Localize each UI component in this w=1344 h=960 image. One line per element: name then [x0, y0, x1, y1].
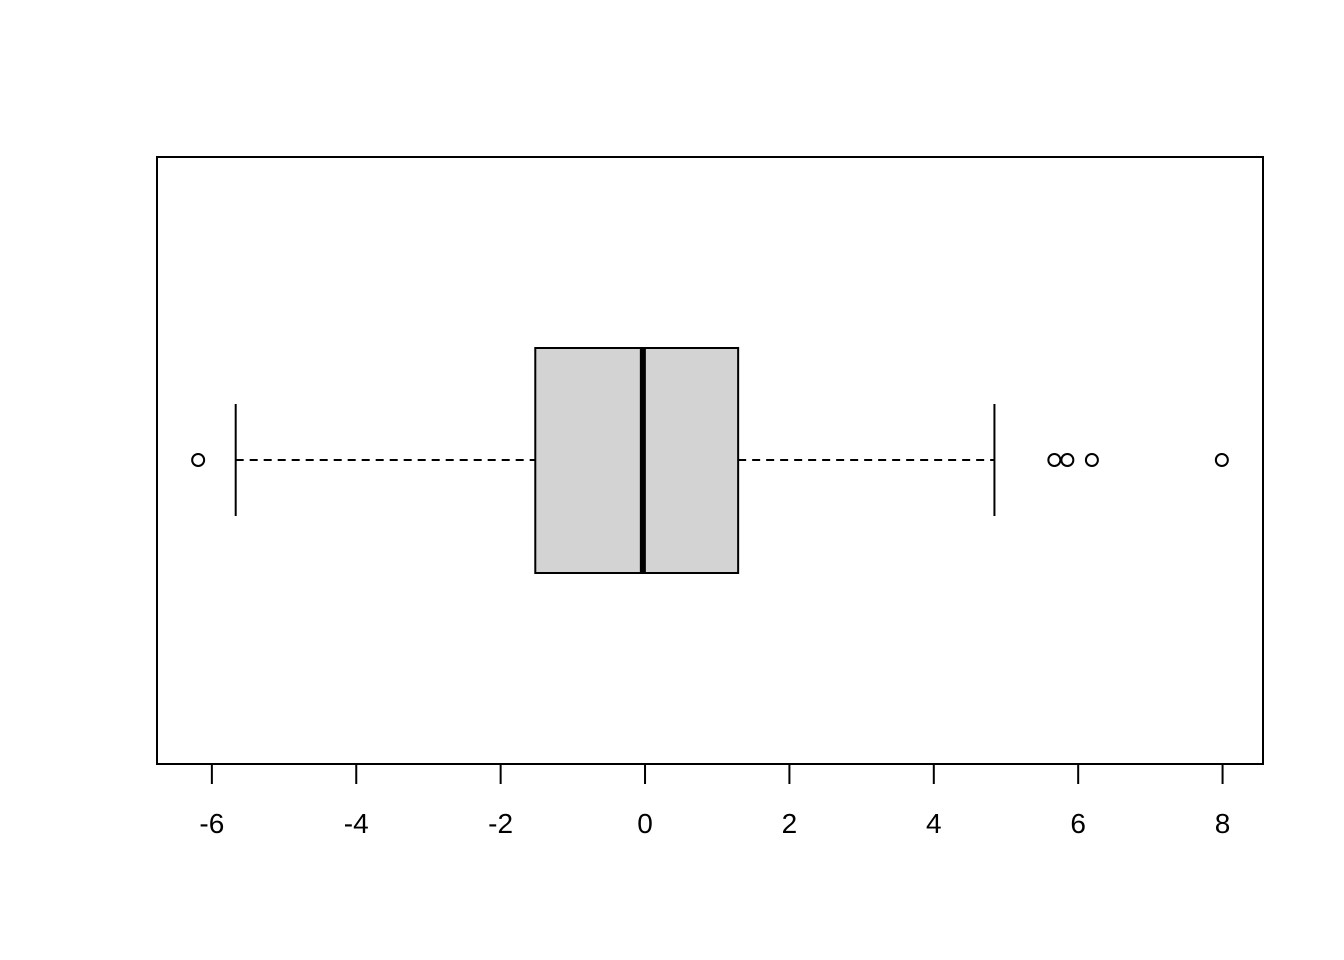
x-tick-label: -4 [344, 808, 369, 839]
iqr-box [534, 347, 740, 574]
x-tick-label: 4 [926, 808, 942, 839]
x-tick-label: -2 [488, 808, 513, 839]
outlier-point [1060, 453, 1075, 467]
x-tick-label: 6 [1070, 808, 1086, 839]
outlier-point [1084, 453, 1099, 467]
x-tick-label: 0 [637, 808, 653, 839]
x-tick-label: 8 [1215, 808, 1231, 839]
outlier-point [1214, 453, 1229, 467]
x-tick-label: 2 [782, 808, 798, 839]
outlier-point [191, 453, 206, 467]
outlier-point [1047, 453, 1062, 467]
x-tick-label: -6 [199, 808, 224, 839]
